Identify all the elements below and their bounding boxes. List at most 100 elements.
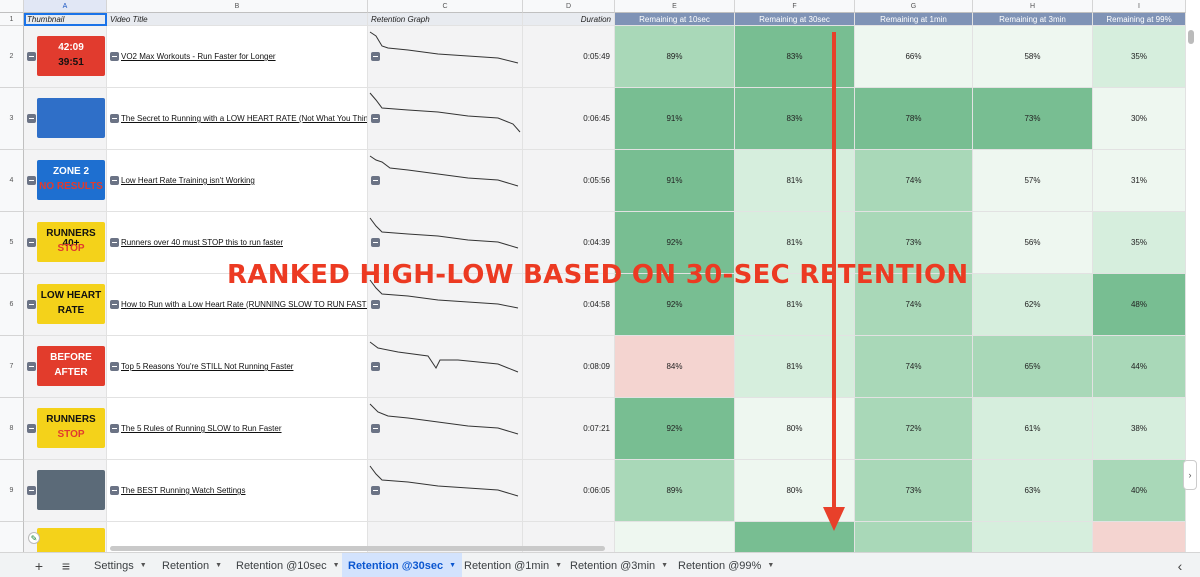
collapse-icon[interactable]	[110, 52, 119, 61]
retention-r1m-cell[interactable]: 72%	[855, 398, 973, 460]
retention-graph-cell[interactable]	[368, 274, 523, 336]
chevron-down-icon[interactable]: ▼	[139, 562, 147, 569]
header-cell-r30[interactable]: Remaining at 30sec	[735, 13, 855, 26]
row-header[interactable]: 7	[0, 336, 24, 398]
retention-r10-cell[interactable]: 92%	[615, 212, 735, 274]
sheet-tab-2[interactable]: Retention @10sec ▼	[230, 553, 346, 577]
retention-r99-cell[interactable]: 44%	[1093, 336, 1186, 398]
retention-r10-cell[interactable]: 84%	[615, 336, 735, 398]
collapse-icon[interactable]	[27, 114, 36, 123]
retention-r99-cell[interactable]: 40%	[1093, 460, 1186, 522]
collapse-icon[interactable]	[27, 424, 36, 433]
duration-cell[interactable]: 0:04:39	[523, 212, 615, 274]
collapse-icon[interactable]	[27, 362, 36, 371]
thumbnail-cell[interactable]: RUNNERS 40+ STOP	[24, 212, 107, 274]
retention-r3m-cell[interactable]: 58%	[973, 26, 1093, 88]
retention-r10-cell[interactable]: 92%	[615, 274, 735, 336]
collapse-icon[interactable]	[110, 424, 119, 433]
collapse-icon[interactable]	[110, 176, 119, 185]
duration-cell[interactable]: 0:05:49	[523, 26, 615, 88]
sheet-tab-5[interactable]: Retention @3min ▼	[564, 553, 674, 577]
column-header-h[interactable]: H	[973, 0, 1093, 13]
duration-cell[interactable]: 0:07:21	[523, 398, 615, 460]
retention-r1m-cell[interactable]: 74%	[855, 150, 973, 212]
column-header-a[interactable]: A	[24, 0, 107, 13]
header-cell-r1m[interactable]: Remaining at 1min	[855, 13, 973, 26]
row-header[interactable]: 2	[0, 26, 24, 88]
video-title-cell[interactable]: The Secret to Running with a LOW HEART R…	[107, 88, 368, 150]
column-header-f[interactable]: F	[735, 0, 855, 13]
collapse-icon[interactable]	[27, 52, 36, 61]
scroll-tabs-left-icon[interactable]: ‹	[1177, 557, 1183, 574]
thumbnail-cell[interactable]	[24, 88, 107, 150]
sheet-tab-6[interactable]: Retention @99% ▼	[672, 553, 780, 577]
chevron-down-icon[interactable]: ▼	[661, 562, 669, 569]
chevron-down-icon[interactable]: ▼	[215, 562, 223, 569]
retention-graph-cell[interactable]	[368, 150, 523, 212]
retention-r10-cell[interactable]: 92%	[615, 398, 735, 460]
duration-cell[interactable]: 0:08:09	[523, 336, 615, 398]
retention-graph-cell[interactable]	[368, 398, 523, 460]
header-cell-r99[interactable]: Remaining at 99%	[1093, 13, 1186, 26]
retention-r30-cell[interactable]: 83%	[735, 88, 855, 150]
column-header-g[interactable]: G	[855, 0, 973, 13]
side-panel-toggle-icon[interactable]: ›	[1183, 460, 1197, 490]
retention-r30-cell[interactable]: 83%	[735, 26, 855, 88]
column-header-c[interactable]: C	[368, 0, 523, 13]
retention-cell[interactable]	[615, 522, 735, 552]
retention-r3m-cell[interactable]: 61%	[973, 398, 1093, 460]
thumbnail-cell[interactable]: LOW HEART RATE	[24, 274, 107, 336]
retention-r99-cell[interactable]: 35%	[1093, 212, 1186, 274]
video-title-cell[interactable]	[107, 522, 368, 552]
retention-r3m-cell[interactable]: 57%	[973, 150, 1093, 212]
retention-r99-cell[interactable]: 35%	[1093, 26, 1186, 88]
retention-r1m-cell[interactable]: 73%	[855, 460, 973, 522]
retention-r3m-cell[interactable]: 65%	[973, 336, 1093, 398]
retention-r3m-cell[interactable]: 56%	[973, 212, 1093, 274]
collapse-icon[interactable]	[371, 300, 380, 309]
collapse-icon[interactable]	[110, 238, 119, 247]
row-header[interactable]: 6	[0, 274, 24, 336]
video-title-link[interactable]: VO2 Max Workouts - Run Faster for Longer	[121, 52, 276, 61]
retention-r99-cell[interactable]: 30%	[1093, 88, 1186, 150]
duration-cell[interactable]: 0:06:05	[523, 460, 615, 522]
sheet-tab-0[interactable]: Settings ▼	[88, 553, 153, 577]
collapse-icon[interactable]	[110, 114, 119, 123]
retention-cell[interactable]	[973, 522, 1093, 552]
retention-graph-cell[interactable]	[368, 88, 523, 150]
thumbnail-cell[interactable]	[24, 460, 107, 522]
row-header[interactable]: 8	[0, 398, 24, 460]
collapse-icon[interactable]	[371, 52, 380, 61]
video-title-link[interactable]: Runners over 40 must STOP this to run fa…	[121, 238, 283, 247]
video-title-cell[interactable]: The BEST Running Watch Settings	[107, 460, 368, 522]
retention-r99-cell[interactable]: 48%	[1093, 274, 1186, 336]
collapse-icon[interactable]	[27, 238, 36, 247]
retention-r3m-cell[interactable]: 63%	[973, 460, 1093, 522]
retention-r30-cell[interactable]: 81%	[735, 150, 855, 212]
collapse-icon[interactable]	[27, 300, 36, 309]
video-title-cell[interactable]: Low Heart Rate Training isn't Working	[107, 150, 368, 212]
collapse-icon[interactable]	[110, 300, 119, 309]
video-title-link[interactable]: Top 5 Reasons You're STILL Not Running F…	[121, 362, 294, 371]
header-cell-duration[interactable]: Duration	[523, 13, 615, 26]
vertical-scrollbar[interactable]	[1188, 30, 1194, 44]
sheet-tab-3[interactable]: Retention @30sec ▼	[342, 553, 463, 577]
thumbnail-cell[interactable]: BEFORE AFTER	[24, 336, 107, 398]
retention-r10-cell[interactable]: 89%	[615, 26, 735, 88]
retention-graph-cell[interactable]	[368, 212, 523, 274]
edit-pencil-icon[interactable]: ✎	[28, 532, 40, 544]
header-cell-r10[interactable]: Remaining at 10sec	[615, 13, 735, 26]
chevron-down-icon[interactable]: ▼	[449, 562, 457, 569]
video-title-cell[interactable]: Runners over 40 must STOP this to run fa…	[107, 212, 368, 274]
video-title-link[interactable]: How to Run with a Low Heart Rate (RUNNIN…	[121, 300, 368, 309]
duration-cell[interactable]: 0:05:56	[523, 150, 615, 212]
retention-r1m-cell[interactable]: 66%	[855, 26, 973, 88]
sheet-tab-1[interactable]: Retention ▼	[156, 553, 228, 577]
collapse-icon[interactable]	[371, 486, 380, 495]
retention-cell[interactable]	[1093, 522, 1186, 552]
header-cell-thumbnail[interactable]: Thumbnail	[24, 13, 107, 26]
retention-r99-cell[interactable]: 38%	[1093, 398, 1186, 460]
retention-cell[interactable]	[855, 522, 973, 552]
video-title-link[interactable]: Low Heart Rate Training isn't Working	[121, 176, 255, 185]
retention-r10-cell[interactable]: 91%	[615, 88, 735, 150]
